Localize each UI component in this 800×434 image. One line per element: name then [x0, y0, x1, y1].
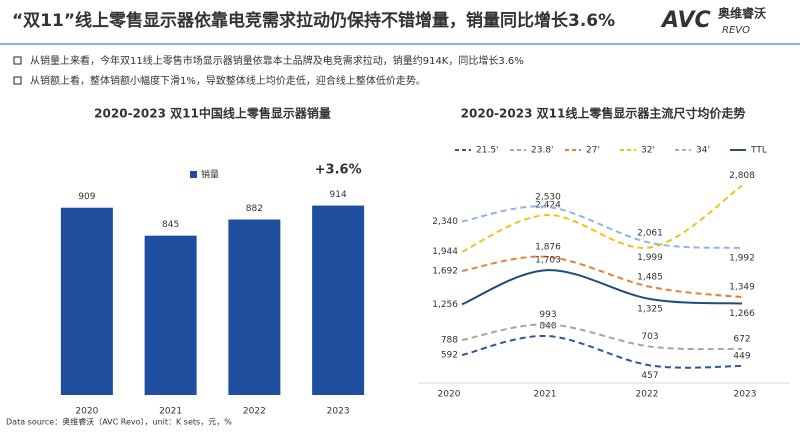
slide-title: “双11”线上零售显示器依靠电竞需求拉动仍保持不错增量，销量同比增长3.6%: [12, 10, 615, 31]
data-label: 1,992: [729, 254, 755, 264]
legend-label: 27': [586, 146, 600, 156]
line-series: [461, 184, 743, 253]
line-series: [461, 269, 743, 306]
line-series: [461, 205, 743, 250]
x-tick-label: 2021: [159, 407, 182, 417]
data-label: 993: [539, 310, 556, 320]
data-label: 788: [441, 336, 458, 346]
x-tick-label: 2022: [636, 390, 659, 400]
data-label: 1,256: [432, 300, 458, 310]
legend-label: 34': [696, 146, 710, 156]
chart-title: 2020-2023 双11线上零售显示器主流尺寸均价走势: [461, 106, 746, 121]
data-label: 840: [539, 322, 556, 332]
bar: [228, 219, 281, 395]
data-label: 1,349: [729, 283, 755, 293]
data-label: 1,692: [432, 266, 458, 276]
chart-title: 2020-2023 双11中国线上零售显示器销量: [94, 106, 331, 121]
data-label: 2,530: [535, 192, 561, 202]
data-label: 1,944: [432, 247, 458, 257]
data-label: 2,808: [729, 171, 755, 181]
line-series: [461, 255, 743, 299]
data-label: 592: [441, 351, 458, 361]
data-label: 703: [641, 332, 658, 342]
bullet-marker: [13, 76, 22, 85]
data-label: 882: [246, 204, 263, 214]
logo-sub: REVO: [722, 25, 750, 36]
data-label: 914: [330, 190, 347, 200]
legend-label: TTL: [750, 146, 767, 156]
data-label: 1,266: [729, 309, 755, 319]
bullet-marker: [13, 56, 22, 65]
legend-label: 销量: [201, 169, 219, 181]
data-label: 909: [78, 192, 95, 202]
data-label: 1,999: [637, 253, 663, 263]
bullet-text: 从销额上看，整体销额小幅度下滑1%，导致整体线上均价走低，迎合线上整体低价走势。: [30, 74, 426, 87]
annotation: +3.6%: [315, 163, 362, 178]
x-tick-label: 2021: [534, 390, 557, 400]
x-tick-label: 2023: [734, 390, 757, 400]
data-label: 1,485: [637, 272, 663, 282]
logo-name: 奥维睿沃: [718, 6, 766, 21]
legend-label: 32': [641, 146, 655, 156]
x-tick-label: 2023: [327, 407, 350, 417]
data-label: 1,876: [535, 242, 561, 252]
data-label: 1,325: [637, 305, 663, 315]
bullet-text: 从销量上来看，今年双11线上零售市场显示器销量依靠本土品牌及电竞需求拉动，销量约…: [30, 54, 524, 67]
bar: [312, 205, 365, 395]
logo-brand: AVC: [660, 8, 711, 33]
data-label: 672: [733, 334, 750, 344]
data-label: 2,061: [637, 228, 663, 238]
data-label: 457: [641, 371, 658, 381]
legend-label: 21.5': [476, 146, 499, 156]
bar: [60, 207, 113, 395]
legend-label: 23.8': [531, 146, 554, 156]
line-series: [461, 335, 743, 369]
data-label: 2,340: [432, 217, 458, 227]
line-series: [461, 323, 743, 351]
data-label: 845: [162, 220, 179, 230]
x-tick-label: 2020: [75, 407, 98, 417]
x-tick-label: 2022: [243, 407, 266, 417]
data-label: 449: [733, 351, 750, 361]
data-label: 1,703: [535, 256, 561, 266]
footer-source: Data source：奥维睿沃（AVC Revo），unit：K sets，元…: [6, 417, 232, 427]
legend-swatch: [190, 171, 197, 178]
bar: [144, 235, 197, 395]
data-label: 2,424: [535, 201, 561, 211]
x-tick-label: 2020: [438, 390, 461, 400]
